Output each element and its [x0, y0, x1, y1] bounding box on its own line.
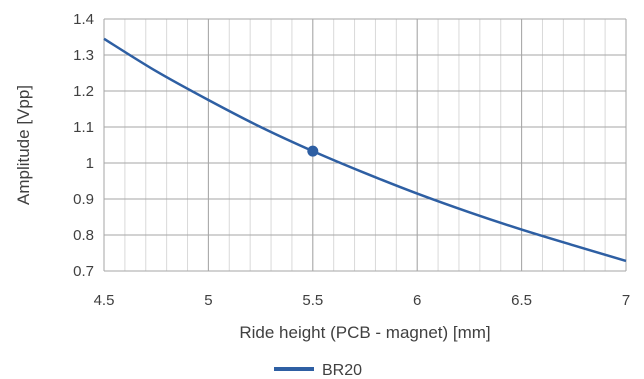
y-axis-label: Amplitude [Vpp]	[14, 85, 33, 205]
minor-grid	[124, 19, 606, 271]
y-tick-label: 0.7	[73, 263, 94, 280]
series-line-br20	[103, 37, 627, 263]
x-tick-label: 5	[204, 292, 212, 309]
y-tick-label: 0.8	[73, 227, 94, 244]
x-tick-label: 6	[413, 292, 421, 309]
marker-layer	[307, 145, 319, 157]
x-tick-label: 5.5	[302, 292, 323, 309]
x-tick-label: 7	[622, 292, 630, 309]
series-layer	[103, 37, 627, 263]
y-tick-label: 1.2	[73, 83, 94, 100]
y-tick-label: 1.4	[73, 11, 94, 28]
x-axis-label: Ride height (PCB - magnet) [mm]	[239, 323, 490, 342]
y-tick-label: 1	[86, 155, 94, 172]
x-tick-label: 4.5	[94, 292, 115, 309]
major-grid	[103, 18, 627, 272]
legend: BR20	[274, 362, 362, 379]
x-tick-labels: 4.5 5 5.5 6 6.5 7	[94, 292, 631, 309]
x-tick-label: 6.5	[511, 292, 532, 309]
y-tick-label: 1.3	[73, 47, 94, 64]
legend-label: BR20	[322, 362, 362, 379]
data-point-marker	[307, 145, 319, 157]
y-tick-label: 1.1	[73, 119, 94, 136]
y-tick-label: 0.9	[73, 191, 94, 208]
y-tick-labels: 0.7 0.8 0.9 1 1.1 1.2 1.3 1.4	[73, 11, 94, 280]
